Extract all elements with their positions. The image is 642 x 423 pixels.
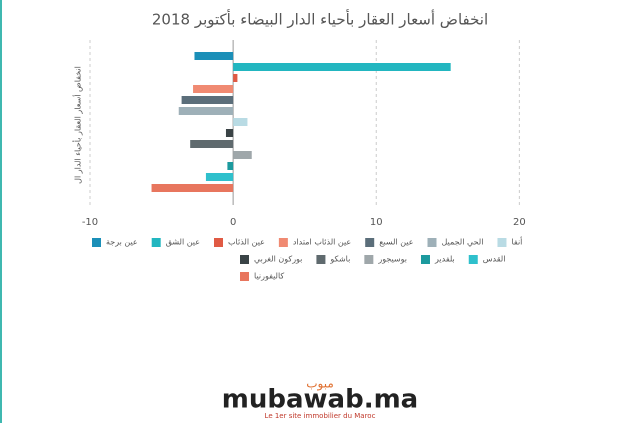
legend-label: كاليفورنيا bbox=[254, 272, 284, 281]
bar bbox=[227, 162, 234, 170]
legend-swatch bbox=[240, 272, 249, 281]
legend-swatch bbox=[278, 238, 288, 247]
legend-label: القدس bbox=[483, 255, 506, 264]
y-axis-label: انخفاض أسعار العقار بأحياء الدار ال bbox=[72, 66, 83, 184]
legend-label: الحي الجميل bbox=[442, 238, 484, 247]
legend-label: أنفا bbox=[511, 237, 522, 247]
bar bbox=[190, 140, 234, 148]
legend-swatch bbox=[92, 238, 101, 247]
bar bbox=[233, 118, 248, 126]
legend-label: بلفدير bbox=[434, 255, 455, 264]
legend-label: باشكو bbox=[329, 255, 350, 264]
bar bbox=[151, 184, 234, 192]
bar bbox=[181, 96, 234, 104]
x-tick-label: 10 bbox=[370, 217, 383, 228]
legend-label: عين برجة bbox=[106, 238, 138, 247]
logo-arabic: مبوب bbox=[306, 377, 334, 392]
bar bbox=[205, 173, 234, 181]
legend-label: عين الشق bbox=[166, 238, 200, 247]
legend-swatch bbox=[151, 238, 161, 247]
bar bbox=[233, 63, 451, 71]
legend-swatch bbox=[497, 238, 507, 247]
bar bbox=[178, 107, 234, 115]
legend-swatch bbox=[364, 255, 374, 264]
x-tick-label: 20 bbox=[513, 217, 526, 228]
x-tick-label: 0 bbox=[230, 217, 236, 228]
logo-tagline: Le 1er site immobilier du Maroc bbox=[265, 412, 376, 420]
bar bbox=[194, 52, 234, 60]
legend-swatch bbox=[365, 238, 375, 247]
chart-title: انخفاض أسعار العقار بأحياء الدار البيضاء… bbox=[152, 9, 488, 29]
legend-label: عين الذئاب امتداد bbox=[293, 238, 351, 247]
legend-swatch bbox=[240, 255, 249, 264]
legend-label: بوسيجور bbox=[377, 255, 407, 264]
legend-swatch bbox=[427, 238, 437, 247]
legend-swatch bbox=[316, 255, 326, 264]
legend-swatch bbox=[214, 238, 223, 247]
bar bbox=[193, 85, 234, 93]
legend-swatch bbox=[468, 255, 478, 264]
bar bbox=[233, 151, 252, 159]
bar bbox=[225, 129, 234, 137]
bar bbox=[233, 74, 238, 82]
legend-label: بوركون الغربي bbox=[254, 255, 302, 264]
legend-label: عين السبع bbox=[379, 238, 413, 247]
x-tick-label: -10 bbox=[82, 217, 98, 228]
page-border bbox=[0, 0, 2, 423]
legend-label: عين الذئاب bbox=[228, 238, 265, 247]
logo-brand: mubawab.ma bbox=[222, 385, 418, 415]
legend-swatch bbox=[420, 255, 430, 264]
